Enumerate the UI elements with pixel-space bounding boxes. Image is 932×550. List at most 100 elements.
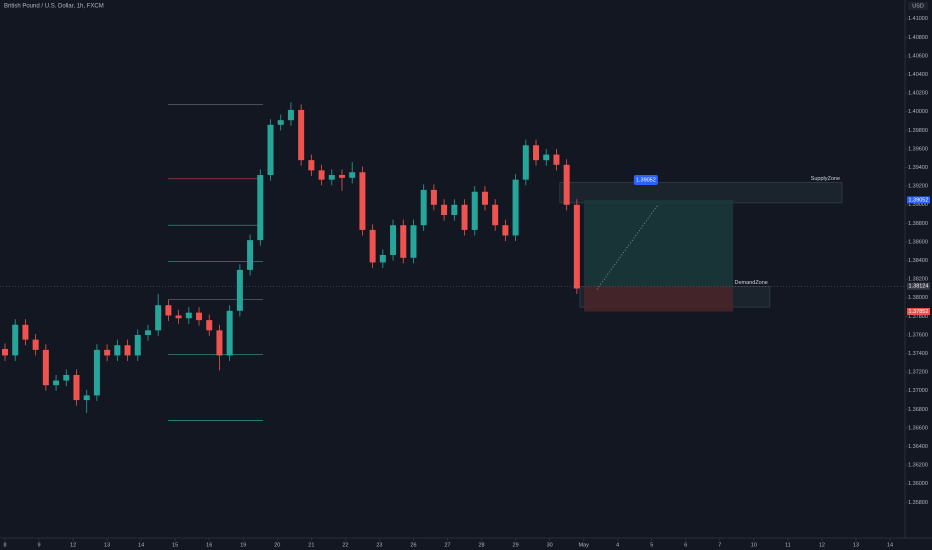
x-tick-label: 21 <box>308 542 314 548</box>
target-badge <box>633 174 658 185</box>
candle-body <box>481 191 488 205</box>
candle-body <box>134 334 141 356</box>
loss-zone <box>584 286 734 312</box>
candle-body <box>369 229 376 263</box>
candle-body <box>359 172 366 230</box>
candle-body <box>12 324 19 356</box>
candle-body <box>196 312 203 321</box>
x-tick-label: 29 <box>513 542 519 548</box>
candle-body <box>441 204 448 216</box>
x-tick-label: 11 <box>785 542 791 548</box>
y-tick-label: 1.36400 <box>908 444 928 450</box>
candle-body <box>410 225 417 258</box>
candle-body <box>430 189 437 205</box>
y-tick-label: 1.38600 <box>908 239 928 245</box>
x-tick-label: 16 <box>206 542 212 548</box>
y-tick-label: 1.37800 <box>908 314 928 320</box>
candle-body <box>287 109 294 121</box>
x-tick-label: 19 <box>240 542 246 548</box>
zone-label: DemandZone <box>735 280 768 286</box>
x-tick-label: 5 <box>650 542 653 548</box>
y-tick-label: 1.40800 <box>908 35 928 41</box>
candle-body <box>563 164 570 205</box>
y-tick-label: 1.39800 <box>908 128 928 134</box>
candle-body <box>338 175 345 178</box>
y-tick-label: 1.40400 <box>908 72 928 78</box>
target-badge-label: 1.39052 <box>636 177 656 183</box>
candle-body <box>216 330 223 356</box>
candle-body <box>155 305 162 331</box>
candle-body <box>308 160 315 171</box>
x-tick-label: 15 <box>172 542 178 548</box>
candle-body <box>22 324 29 340</box>
y-tick-label: 1.36200 <box>908 463 928 469</box>
candle-body <box>73 374 80 401</box>
candle-body <box>533 145 540 161</box>
y-tick-label: 1.37000 <box>908 388 928 394</box>
x-tick-label: 12 <box>70 542 76 548</box>
candle-body <box>512 179 519 236</box>
price-tag <box>907 308 930 316</box>
candle-body <box>165 305 172 316</box>
x-tick-label: 20 <box>274 542 280 548</box>
candle-body <box>461 204 468 230</box>
candle-body <box>553 154 560 165</box>
candle-body <box>420 189 427 226</box>
candle-body <box>471 191 478 230</box>
candle-body <box>226 310 233 356</box>
price-tag <box>907 282 930 290</box>
candle-body <box>277 120 284 125</box>
candle-body <box>32 339 39 350</box>
y-tick-label: 1.38000 <box>908 295 928 301</box>
candle-body <box>451 204 458 216</box>
x-tick-label: 26 <box>410 542 416 548</box>
chart-title: British Pound / U.S. Dollar, 1h, FXCM <box>4 4 104 10</box>
candle-body <box>124 345 131 356</box>
candle-body <box>257 175 264 241</box>
y-tick-label: 1.39600 <box>908 146 928 152</box>
candle-body <box>104 349 111 356</box>
price-tag <box>907 196 930 204</box>
candle-body <box>522 145 529 180</box>
candle-body <box>298 109 305 161</box>
x-tick-label: 23 <box>376 542 382 548</box>
candle-body <box>349 172 356 178</box>
x-tick-label: 8 <box>3 542 6 548</box>
candle-body <box>63 374 70 381</box>
candle-body <box>42 349 49 386</box>
y-tick-label: 1.36600 <box>908 425 928 431</box>
price-tag-label: 1.38124 <box>909 284 929 290</box>
x-tick-label: 22 <box>342 542 348 548</box>
y-tick-label: 1.38800 <box>908 221 928 227</box>
x-tick-label: 6 <box>684 542 687 548</box>
x-tick-label: 14 <box>138 542 144 548</box>
x-tick-label: 4 <box>616 542 619 548</box>
candle-body <box>185 312 192 319</box>
y-tick-label: 1.37600 <box>908 332 928 338</box>
x-tick-label: 27 <box>444 542 450 548</box>
y-tick-label: 1.41000 <box>908 16 928 22</box>
y-tick-label: 1.39000 <box>908 202 928 208</box>
candle-body <box>83 395 90 401</box>
x-tick-label: 14 <box>887 542 893 548</box>
candle-body <box>53 380 60 386</box>
candle-body <box>236 269 243 311</box>
y-tick-label: 1.36800 <box>908 407 928 413</box>
candle-body <box>267 124 274 176</box>
candle-body <box>502 225 509 236</box>
currency-label: USD <box>912 3 924 9</box>
y-tick-label: 1.36000 <box>908 481 928 487</box>
currency-tag[interactable] <box>908 2 928 10</box>
y-tick-label: 1.38400 <box>908 258 928 264</box>
y-tick-label: 1.39400 <box>908 165 928 171</box>
y-tick-label: 1.40200 <box>908 91 928 97</box>
y-tick-label: 1.38200 <box>908 277 928 283</box>
x-tick-label: 12 <box>819 542 825 548</box>
y-tick-label: 1.37200 <box>908 370 928 376</box>
y-tick-label: 1.40600 <box>908 53 928 59</box>
zone <box>559 182 843 204</box>
y-tick-label: 1.40000 <box>908 109 928 115</box>
candle-body <box>492 204 499 226</box>
